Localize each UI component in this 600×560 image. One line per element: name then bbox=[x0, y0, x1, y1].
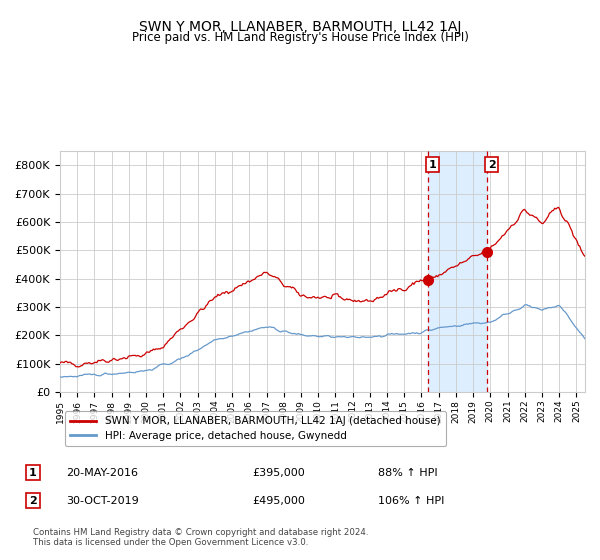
Text: 20-MAY-2016: 20-MAY-2016 bbox=[66, 468, 138, 478]
Text: £495,000: £495,000 bbox=[252, 496, 305, 506]
Text: 2: 2 bbox=[29, 496, 37, 506]
Text: Contains HM Land Registry data © Crown copyright and database right 2024.
This d: Contains HM Land Registry data © Crown c… bbox=[33, 528, 368, 547]
Text: 1: 1 bbox=[29, 468, 37, 478]
Text: 2: 2 bbox=[488, 160, 496, 170]
Text: SWN Y MOR, LLANABER, BARMOUTH, LL42 1AJ: SWN Y MOR, LLANABER, BARMOUTH, LL42 1AJ bbox=[139, 20, 461, 34]
Legend: SWN Y MOR, LLANABER, BARMOUTH, LL42 1AJ (detached house), HPI: Average price, de: SWN Y MOR, LLANABER, BARMOUTH, LL42 1AJ … bbox=[65, 411, 446, 446]
Text: 30-OCT-2019: 30-OCT-2019 bbox=[66, 496, 139, 506]
Text: 1: 1 bbox=[428, 160, 436, 170]
Text: £395,000: £395,000 bbox=[252, 468, 305, 478]
Text: 106% ↑ HPI: 106% ↑ HPI bbox=[378, 496, 445, 506]
Text: Price paid vs. HM Land Registry's House Price Index (HPI): Price paid vs. HM Land Registry's House … bbox=[131, 31, 469, 44]
Text: 88% ↑ HPI: 88% ↑ HPI bbox=[378, 468, 437, 478]
Bar bbox=[428, 151, 487, 392]
